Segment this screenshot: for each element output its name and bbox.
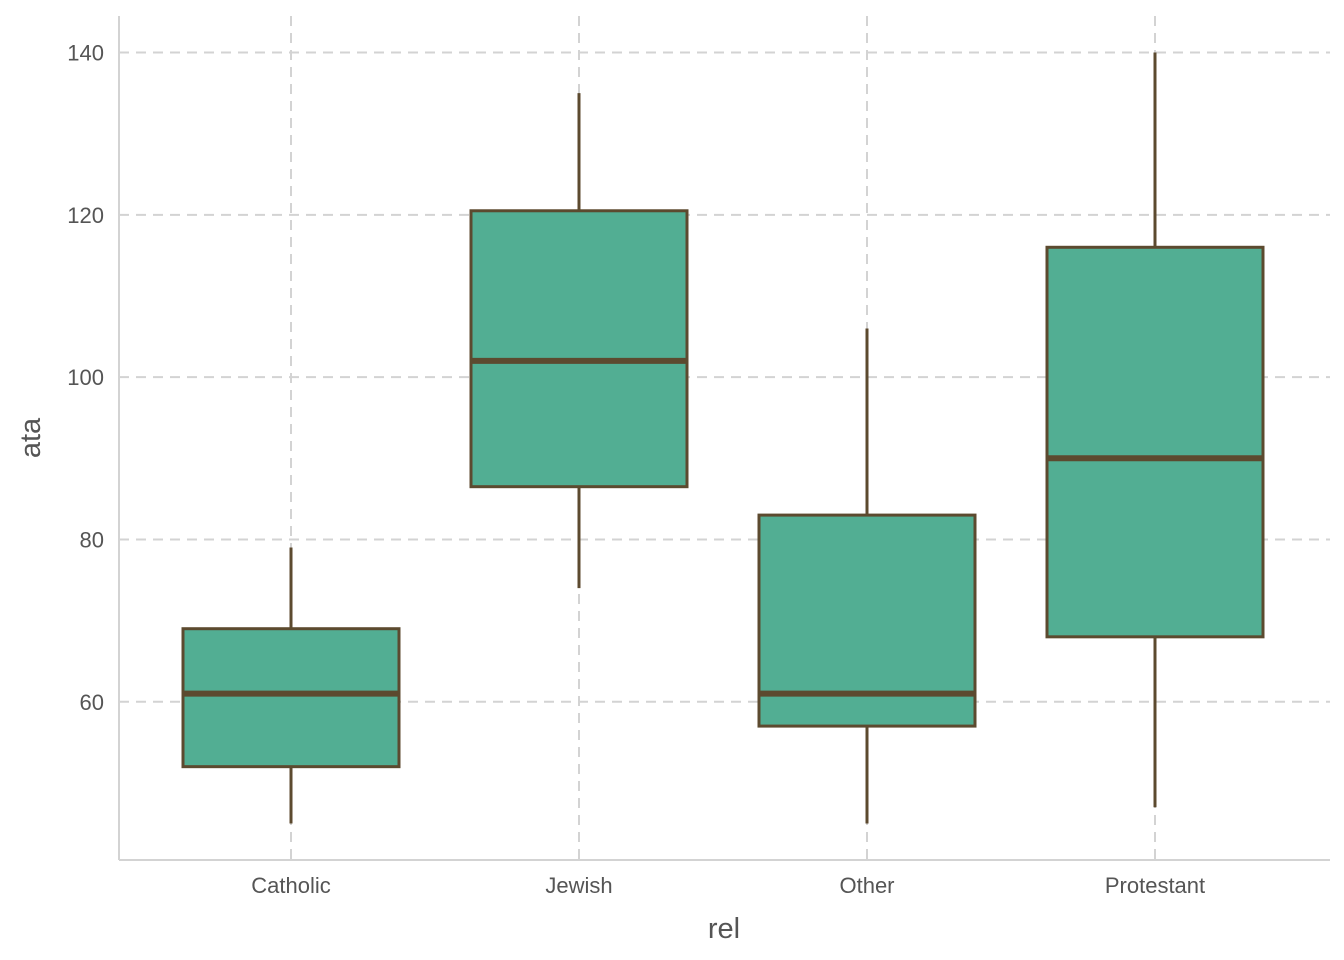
axes <box>118 16 1330 861</box>
tick-labels: 60 80 100 120 140 Catholic Jewish Other Protesta… <box>67 41 1205 898</box>
y-tick-label: 80 <box>80 527 104 552</box>
y-tick-label: 140 <box>67 41 104 66</box>
boxes <box>181 52 1265 824</box>
x-axis-title: rel <box>708 913 740 945</box>
x-tick-label: Jewish <box>545 873 612 898</box>
y-axis-title: ata <box>15 417 47 458</box>
box-protestant <box>1045 52 1265 808</box>
x-tick-label: Protestant <box>1105 873 1205 898</box>
box-other <box>757 328 977 824</box>
iqr-box <box>469 209 689 489</box>
iqr-box <box>181 627 401 769</box>
iqr-box <box>1045 245 1265 639</box>
x-tick-label: Other <box>839 873 894 898</box>
y-tick-label: 60 <box>80 690 104 715</box>
y-tick-label: 120 <box>67 203 104 228</box>
y-tick-label: 100 <box>67 365 104 390</box>
box-jewish <box>469 93 689 589</box>
x-tick-label: Catholic <box>251 873 330 898</box>
box-catholic <box>181 547 401 824</box>
